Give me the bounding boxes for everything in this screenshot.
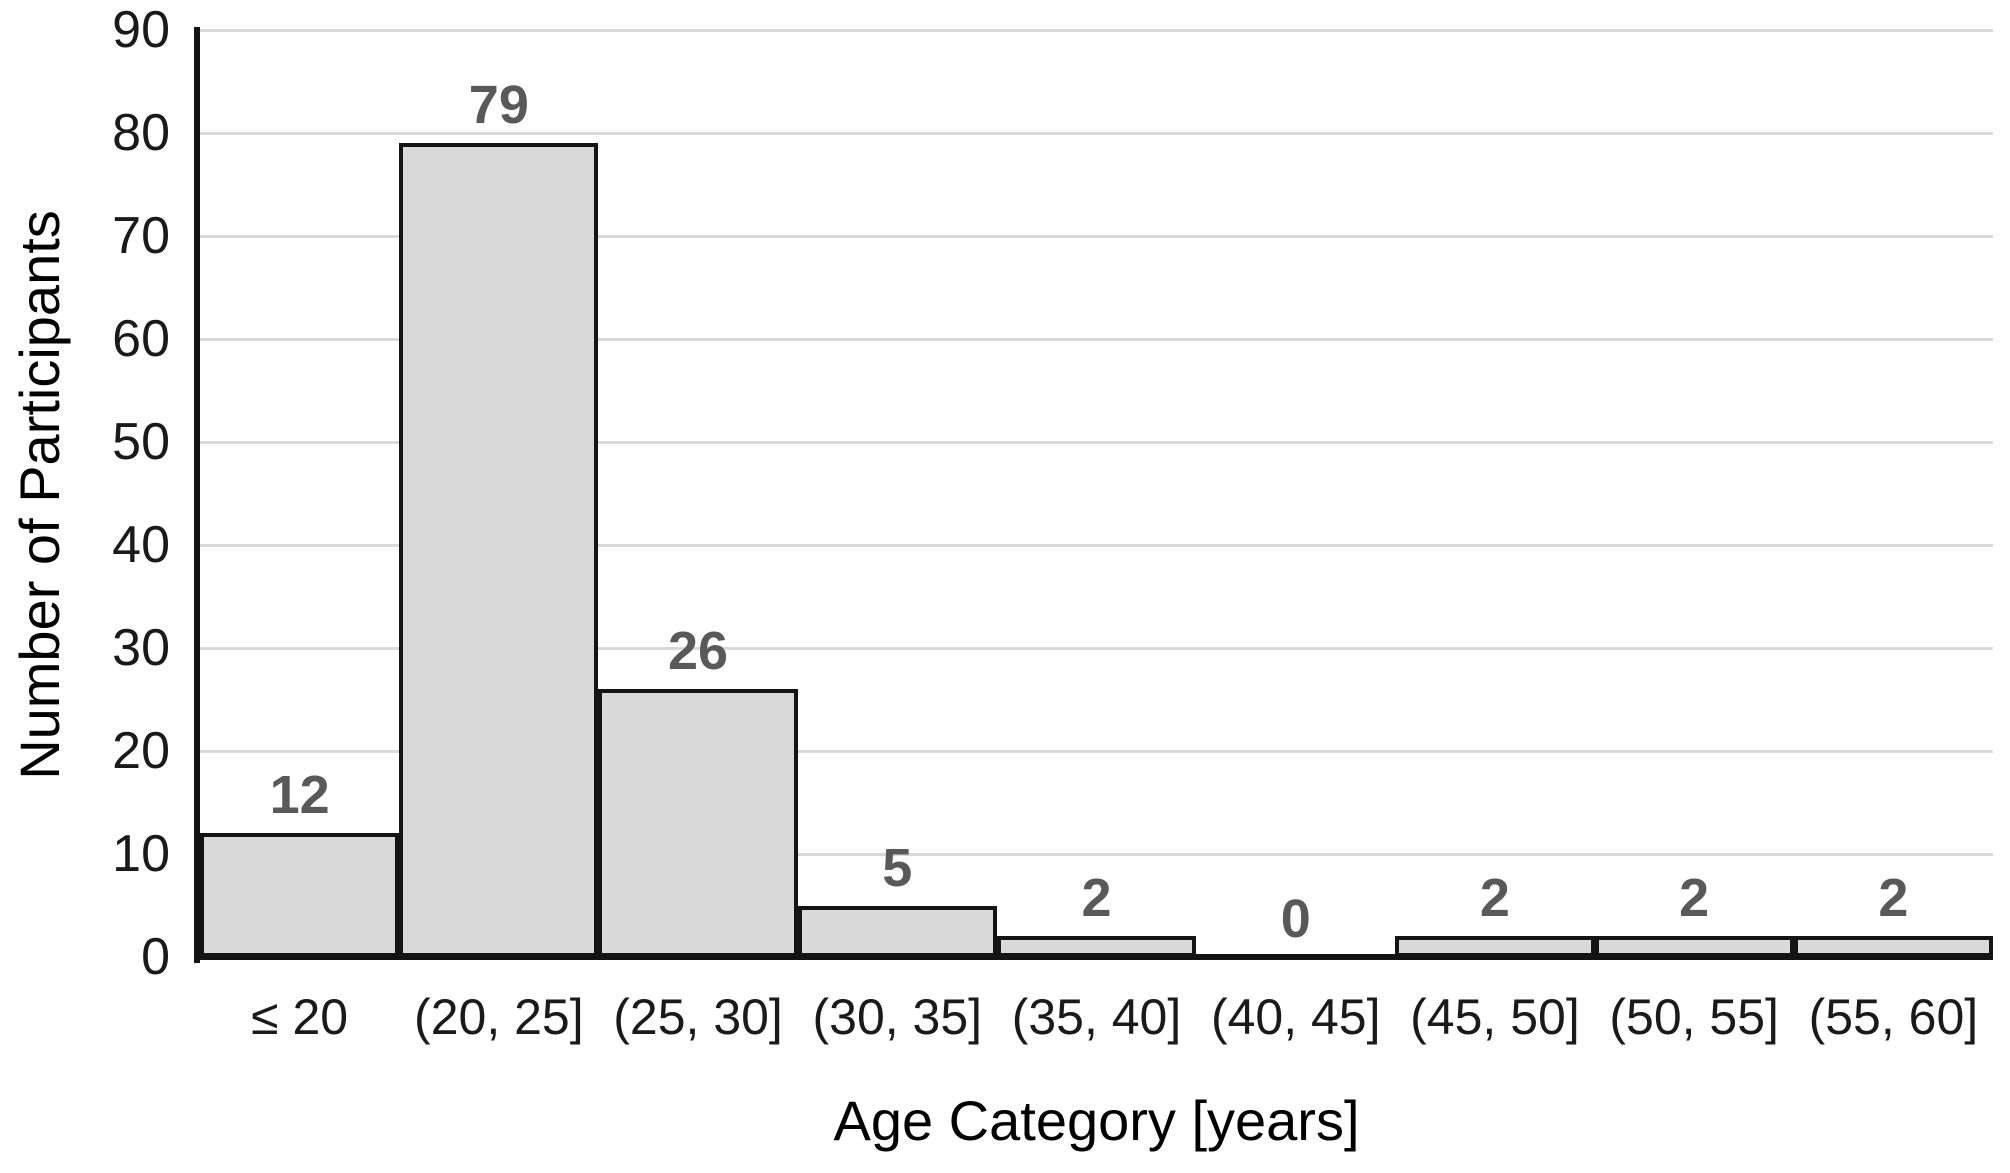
bar-value-label: 5 <box>882 837 913 898</box>
y-tick-label: 70 <box>112 207 170 265</box>
y-tick-label: 40 <box>112 516 170 574</box>
gridline <box>200 337 1993 341</box>
plot-area: 12 79 26 5 2 0 2 2 2 <box>194 28 1993 960</box>
y-tick-label: 60 <box>112 310 170 368</box>
y-tick-label: 30 <box>112 619 170 677</box>
bar <box>399 143 599 957</box>
bar-value-label: 2 <box>1479 868 1510 929</box>
gridline <box>200 28 1993 32</box>
bar <box>200 833 400 957</box>
x-tick-label: (45, 50] <box>1410 989 1580 1045</box>
bar <box>797 905 997 957</box>
y-tick-label: 20 <box>112 722 170 780</box>
bar-value-label: 79 <box>468 75 529 136</box>
gridline <box>200 646 1993 650</box>
x-axis-line <box>194 954 1993 960</box>
x-tick-label: (20, 25] <box>414 989 584 1045</box>
y-tick-label: 0 <box>141 928 170 986</box>
y-tick-label: 10 <box>112 825 170 883</box>
x-tick-label: (40, 45] <box>1210 989 1381 1045</box>
gridline <box>200 440 1993 444</box>
gridline <box>200 749 1993 753</box>
gridline <box>200 852 1993 856</box>
x-tick-label: ≤ 20 <box>251 989 349 1045</box>
y-axis-line <box>194 27 200 963</box>
x-tick-label: (35, 40] <box>1011 989 1182 1045</box>
x-tick-label: (30, 35] <box>812 989 983 1045</box>
x-tick-label: (25, 30] <box>613 989 783 1045</box>
gridline <box>200 234 1993 238</box>
gridline <box>200 131 1993 135</box>
bar <box>598 689 798 957</box>
x-tick-label: (55, 60] <box>1808 989 1979 1045</box>
x-axis-title: Age Category [years] <box>833 1089 1360 1152</box>
y-tick-label: 50 <box>112 413 170 471</box>
x-tick-label: (50, 55] <box>1609 989 1779 1045</box>
bar-value-label: 2 <box>1081 868 1112 929</box>
y-axis-title: Number of Participants <box>8 210 71 780</box>
bar-value-label: 12 <box>269 765 330 826</box>
gridline <box>200 543 1993 547</box>
bar-value-label: 0 <box>1280 889 1311 949</box>
bar-value-label: 2 <box>1878 868 1909 929</box>
y-tick-label: 80 <box>112 104 170 162</box>
y-tick-label: 90 <box>112 1 170 59</box>
bar-value-label: 2 <box>1679 868 1710 929</box>
bar-value-label: 26 <box>668 621 729 682</box>
